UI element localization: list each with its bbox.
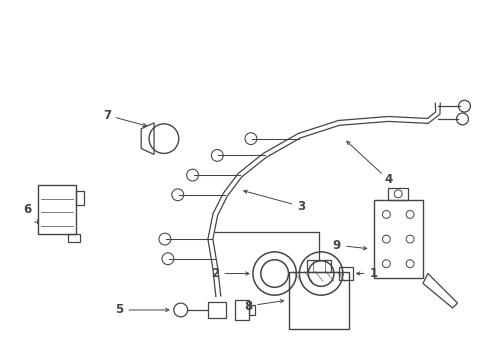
- Text: 9: 9: [332, 239, 341, 252]
- Bar: [289, 271, 348, 329]
- Bar: [76, 191, 83, 204]
- Bar: [248, 305, 254, 315]
- Bar: [38, 185, 76, 234]
- Bar: [68, 234, 80, 242]
- Bar: [306, 260, 330, 271]
- Text: 5: 5: [115, 303, 123, 316]
- Bar: [338, 267, 352, 280]
- Text: 7: 7: [102, 109, 111, 122]
- Bar: [235, 300, 248, 320]
- Text: 6: 6: [23, 203, 32, 216]
- Text: 3: 3: [296, 200, 305, 213]
- Text: 2: 2: [211, 267, 219, 280]
- Text: 8: 8: [244, 300, 252, 312]
- Bar: [208, 302, 226, 318]
- Bar: [387, 188, 407, 200]
- Text: 1: 1: [369, 267, 377, 280]
- Text: 4: 4: [384, 173, 392, 186]
- Bar: [373, 200, 422, 278]
